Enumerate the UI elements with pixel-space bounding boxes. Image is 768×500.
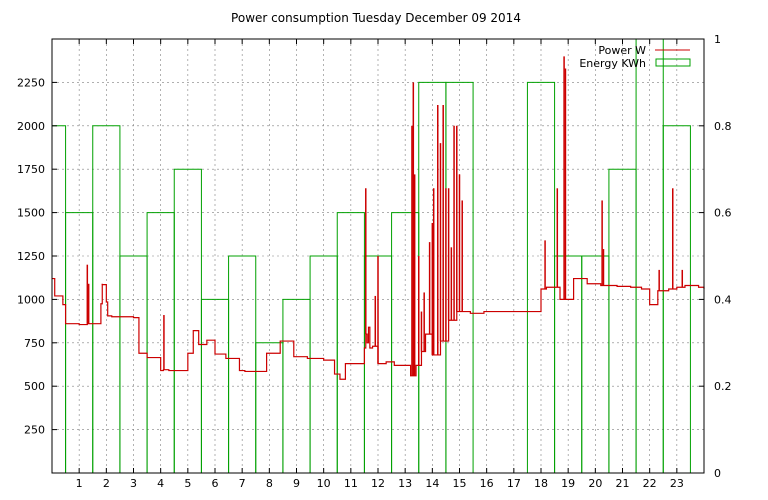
y-tick-label: 1500 [17, 207, 45, 220]
legend-energy-label: Energy KWh [579, 57, 646, 70]
y2-tick-label: 0.2 [714, 380, 732, 393]
y2-tick-label: 1 [714, 33, 721, 46]
x-tick-label: 20 [588, 477, 602, 490]
x-tick-label: 21 [616, 477, 630, 490]
power-series [52, 56, 705, 380]
x-tick-label: 17 [507, 477, 521, 490]
legend-energy-swatch [655, 58, 691, 67]
legend: Power W Energy KWh [579, 44, 691, 70]
y2-tick-label: 0.6 [714, 207, 732, 220]
x-tick-label: 23 [670, 477, 684, 490]
y2-tick-label: 0 [714, 467, 721, 480]
chart-title: Power consumption Tuesday December 09 20… [231, 11, 521, 25]
x-tick-label: 11 [344, 477, 358, 490]
power-line [52, 277, 705, 380]
x-tick-label: 10 [317, 477, 331, 490]
y-tick-label: 500 [24, 380, 45, 393]
x-tick-label: 19 [561, 477, 575, 490]
x-tick-label: 4 [157, 477, 164, 490]
y-tick-label: 250 [24, 424, 45, 437]
x-tick-label: 14 [425, 477, 439, 490]
x-tick-label: 8 [266, 477, 273, 490]
x-tick-label: 7 [239, 477, 246, 490]
y-tick-label: 1750 [17, 163, 45, 176]
x-tick-label: 1 [76, 477, 83, 490]
y-tick-label: 750 [24, 337, 45, 350]
y-tick-label: 1000 [17, 293, 45, 306]
y-tick-label: 2000 [17, 120, 45, 133]
x-tick-label: 12 [371, 477, 385, 490]
x-tick-label: 3 [130, 477, 137, 490]
x-tick-label: 6 [212, 477, 219, 490]
x-tick-label: 5 [184, 477, 191, 490]
legend-power-label: Power W [598, 44, 646, 57]
x-tick-label: 18 [534, 477, 548, 490]
x-tick-label: 13 [398, 477, 412, 490]
x-tick-label: 22 [643, 477, 657, 490]
y-tick-label: 2250 [17, 76, 45, 89]
y-tick-label: 1250 [17, 250, 45, 263]
x-tick-label: 2 [103, 477, 110, 490]
y2-tick-label: 0.8 [714, 120, 732, 133]
energy-bar [662, 125, 691, 473]
axis-ticks: 1 2 3 4 5 6 7 8 9 10 11 12 13 14 15 16 17 18 19 20 21 22 23250… [17, 33, 732, 490]
x-tick-label: 9 [293, 477, 300, 490]
y2-tick-label: 0.4 [714, 293, 732, 306]
x-tick-label: 15 [453, 477, 467, 490]
x-tick-label: 16 [480, 477, 494, 490]
